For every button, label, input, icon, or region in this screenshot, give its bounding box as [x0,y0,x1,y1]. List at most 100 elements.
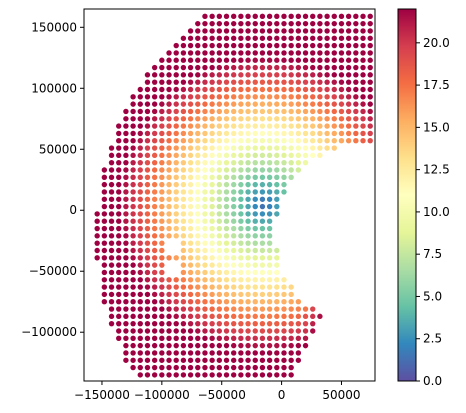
scatter-point [209,64,215,71]
scatter-point [245,306,251,312]
scatter-point [324,108,330,115]
scatter-point [116,181,122,188]
scatter-point [252,357,258,363]
scatter-point [216,255,223,261]
scatter-point [151,357,158,363]
scatter-point [108,306,115,312]
scatter-point [288,306,294,312]
scatter-point [166,72,172,78]
scatter-point [252,350,258,356]
scatter-point [245,123,251,129]
scatter-point [216,50,223,56]
scatter-point [331,116,337,122]
scatter-point [288,35,294,41]
scatter-point [187,262,194,268]
scatter-point [331,35,337,41]
scatter-point [238,13,244,20]
scatter-point [324,130,330,137]
scatter-point [266,35,273,41]
scatter-point [101,291,108,298]
scatter-point [202,269,208,276]
scatter-point [238,86,244,93]
scatter-point [151,101,158,107]
scatter-point [252,138,258,144]
scatter-point [209,101,215,107]
scatter-point [353,116,359,122]
scatter-point [252,174,258,181]
scatter-point [130,306,136,312]
scatter-point [123,145,129,151]
scatter-point [266,299,273,305]
scatter-point [216,86,223,93]
scatter-point [360,116,366,122]
scatter-point [209,357,215,363]
scatter-point [353,13,359,20]
scatter-point [195,174,201,181]
scatter-point [130,159,136,166]
scatter-point [238,28,244,34]
scatter-point [317,138,323,144]
scatter-point [137,320,143,327]
scatter-point [259,159,266,166]
scatter-point [216,306,223,312]
scatter-point [288,299,294,305]
scatter-point [144,189,151,195]
scatter-point [266,13,273,20]
scatter-point [116,306,122,312]
scatter-point [202,159,208,166]
scatter-point [137,372,143,378]
scatter-point [288,313,294,320]
y-tick-label: 150000 [31,20,77,34]
scatter-point [245,233,251,239]
scatter-point [173,57,179,63]
scatter-point [302,108,309,115]
scatter-point [238,101,244,107]
scatter-point [345,28,352,34]
scatter-point [173,372,179,378]
scatter-point [159,72,165,78]
scatter-point [173,130,179,137]
scatter-point [230,181,237,188]
scatter-point [137,174,143,181]
scatter-point [295,335,302,342]
scatter-point [281,79,287,85]
scatter-point [180,218,187,224]
scatter-point [180,50,187,56]
scatter-point [259,203,266,210]
scatter-point [252,86,258,93]
scatter-point [173,167,179,173]
scatter-point [180,320,187,327]
scatter-point [137,145,143,151]
scatter-point [230,211,237,217]
scatter-point [230,79,237,85]
scatter-point [101,255,108,261]
scatter-point [159,196,165,202]
scatter-point [281,64,287,71]
scatter-point [195,240,201,246]
scatter-point [223,306,230,312]
scatter-point [137,255,143,261]
scatter-point [259,262,266,268]
scatter-point [245,313,251,320]
scatter-point [166,167,172,173]
scatter-point [230,86,237,93]
scatter-point [151,145,158,151]
scatter-point [209,284,215,290]
scatter-point [209,181,215,188]
scatter-point [209,138,215,144]
scatter-point [137,335,143,342]
scatter-point [252,35,258,41]
scatter-point [281,357,287,363]
scatter-point [331,13,337,20]
scatter-point [266,116,273,122]
scatter-point [151,269,158,276]
scatter-point [144,233,151,239]
scatter-point [137,357,143,363]
scatter-point [245,13,251,20]
scatter-point [367,79,373,85]
scatter-point [245,138,251,144]
scatter-point [202,101,208,107]
scatter-point [223,130,230,137]
scatter-point [317,108,323,115]
